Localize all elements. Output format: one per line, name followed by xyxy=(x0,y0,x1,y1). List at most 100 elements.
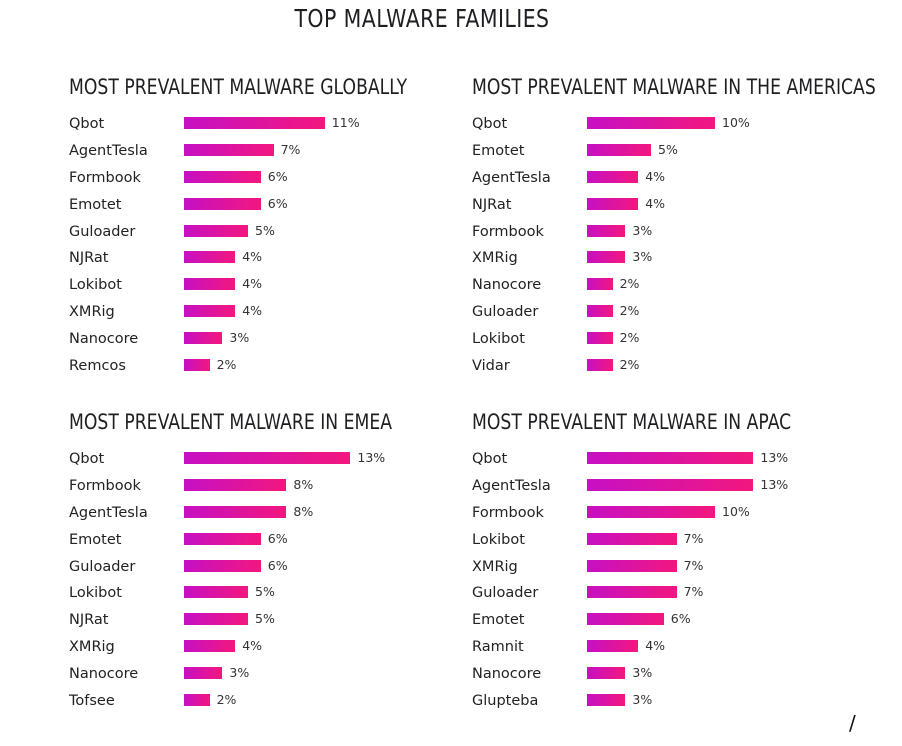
bar xyxy=(587,452,754,464)
bar-value-label: 3% xyxy=(229,330,250,346)
bar-category-label: Nanocore xyxy=(472,277,542,294)
bar-category-label: XMRig xyxy=(472,558,518,575)
bar xyxy=(184,251,236,264)
bar-value-label: 6% xyxy=(267,557,288,573)
bar xyxy=(587,117,715,129)
bar-row: Emotet 6% xyxy=(69,529,469,556)
chart-panel-apac: MOST PREVALENT MALWARE IN APAC Qbot 13% Ag… xyxy=(472,410,872,730)
bar-row: XMRig 7% xyxy=(472,556,872,583)
bar-value-label: 4% xyxy=(645,195,666,211)
chart-title: MOST PREVALENT MALWARE IN EMEA xyxy=(69,410,393,434)
bar-value-label: 6% xyxy=(267,168,288,184)
bar-category-label: Lokibot xyxy=(69,277,122,294)
bar-row: Lokibot 7% xyxy=(472,529,872,556)
bar-row: Emotet 6% xyxy=(472,609,872,636)
bar-value-label: 2% xyxy=(216,357,237,373)
bar xyxy=(587,278,613,291)
bar-row: Formbook 10% xyxy=(472,502,872,529)
bar xyxy=(184,532,261,545)
bar-category-label: Qbot xyxy=(472,451,508,467)
bar-category-label: XMRig xyxy=(472,250,518,267)
chart-panel-global: MOST PREVALENT MALWARE GLOBALLY Qbot 11% A… xyxy=(69,75,469,395)
bar-row: Nanocore 2% xyxy=(472,274,872,301)
bar-value-label: 3% xyxy=(229,665,250,681)
bar-value-label: 4% xyxy=(645,168,666,184)
bar-category-label: XMRig xyxy=(69,304,115,321)
bar-row: Qbot 10% xyxy=(472,113,872,140)
bar-value-label: 6% xyxy=(267,530,288,546)
bar-category-label: Emotet xyxy=(472,142,525,159)
bar-row: Qbot 13% xyxy=(472,448,872,475)
bar-value-label: 3% xyxy=(632,665,653,681)
bar-value-label: 8% xyxy=(293,503,314,519)
bar-category-label: Qbot xyxy=(69,116,105,132)
bar-value-label: 5% xyxy=(255,611,275,627)
bar-category-label: Nanocore xyxy=(69,666,139,683)
bar-value-label: 4% xyxy=(242,638,263,654)
bar xyxy=(184,278,236,291)
bar-row: XMRig 4% xyxy=(69,636,469,663)
bar xyxy=(587,667,626,680)
bar-category-label: AgentTesla xyxy=(472,477,551,494)
chart-title: MOST PREVALENT MALWARE IN APAC xyxy=(472,410,792,434)
bar xyxy=(587,505,715,518)
bar xyxy=(184,332,223,345)
bar xyxy=(184,359,210,372)
bar-row: NJRat 4% xyxy=(472,194,872,221)
bar-category-label: AgentTesla xyxy=(69,504,148,521)
bar xyxy=(587,478,754,491)
bar xyxy=(184,640,236,653)
bar-row: Guloader 2% xyxy=(472,301,872,328)
bar-value-label: 7% xyxy=(683,530,704,546)
bar-row: XMRig 4% xyxy=(69,301,469,328)
bar-value-label: 5% xyxy=(658,141,678,157)
bar-row: Guloader 5% xyxy=(69,221,469,248)
bar-category-label: AgentTesla xyxy=(69,142,148,159)
bar-row: Nanocore 3% xyxy=(472,663,872,690)
bar-value-label: 4% xyxy=(242,276,263,292)
bar-value-label: 7% xyxy=(683,557,704,573)
bar-value-label: 2% xyxy=(619,276,640,292)
chart-panel-americas: MOST PREVALENT MALWARE IN THE AMERICAS Q… xyxy=(472,75,876,395)
bar-row: AgentTesla 8% xyxy=(69,502,469,529)
bar-value-label: 2% xyxy=(216,692,237,708)
bar xyxy=(587,332,613,345)
bar-value-label: 6% xyxy=(267,195,288,211)
bar-category-label: Formbook xyxy=(472,223,544,240)
bar xyxy=(587,359,613,372)
bar-value-label: 10% xyxy=(722,115,750,130)
bar-category-label: Nanocore xyxy=(69,331,139,348)
bar-category-label: Formbook xyxy=(69,169,141,186)
bar-row: Formbook 6% xyxy=(69,167,469,194)
bar xyxy=(184,170,261,183)
bar-value-label: 13% xyxy=(357,450,386,465)
bar-category-label: Nanocore xyxy=(472,666,542,683)
bar xyxy=(184,197,261,210)
bar-row: Nanocore 3% xyxy=(69,328,469,355)
bar-category-label: NJRat xyxy=(69,250,109,267)
bar-row: NJRat 4% xyxy=(69,247,469,274)
bar xyxy=(587,305,613,318)
bar-category-label: Qbot xyxy=(69,451,105,467)
bar-value-label: 13% xyxy=(760,450,789,465)
bar-category-label: Lokibot xyxy=(472,331,525,348)
bar-category-label: Ramnit xyxy=(472,639,524,656)
bar-row: Qbot 13% xyxy=(69,448,469,475)
page-title: TOP MALWARE FAMILIES xyxy=(294,4,550,33)
chart-panel-emea: MOST PREVALENT MALWARE IN EMEA Qbot 13% Fo… xyxy=(69,410,469,730)
bar-row: AgentTesla 7% xyxy=(69,140,469,167)
bar-value-label: 3% xyxy=(632,249,653,265)
bar-category-label: Glupteba xyxy=(472,693,539,710)
bar-category-label: Guloader xyxy=(69,223,136,240)
bar xyxy=(184,305,236,318)
bar-category-label: Tofsee xyxy=(69,693,115,710)
bar xyxy=(587,532,677,545)
bar-category-label: Lokibot xyxy=(472,531,525,548)
bar-value-label: 6% xyxy=(670,611,691,627)
bar-value-label: 5% xyxy=(255,584,275,600)
bar xyxy=(587,224,626,237)
bar-value-label: 4% xyxy=(242,303,263,319)
bar-row: NJRat 5% xyxy=(69,609,469,636)
bar-value-label: 2% xyxy=(619,330,640,346)
bar-category-label: Emotet xyxy=(69,531,122,548)
